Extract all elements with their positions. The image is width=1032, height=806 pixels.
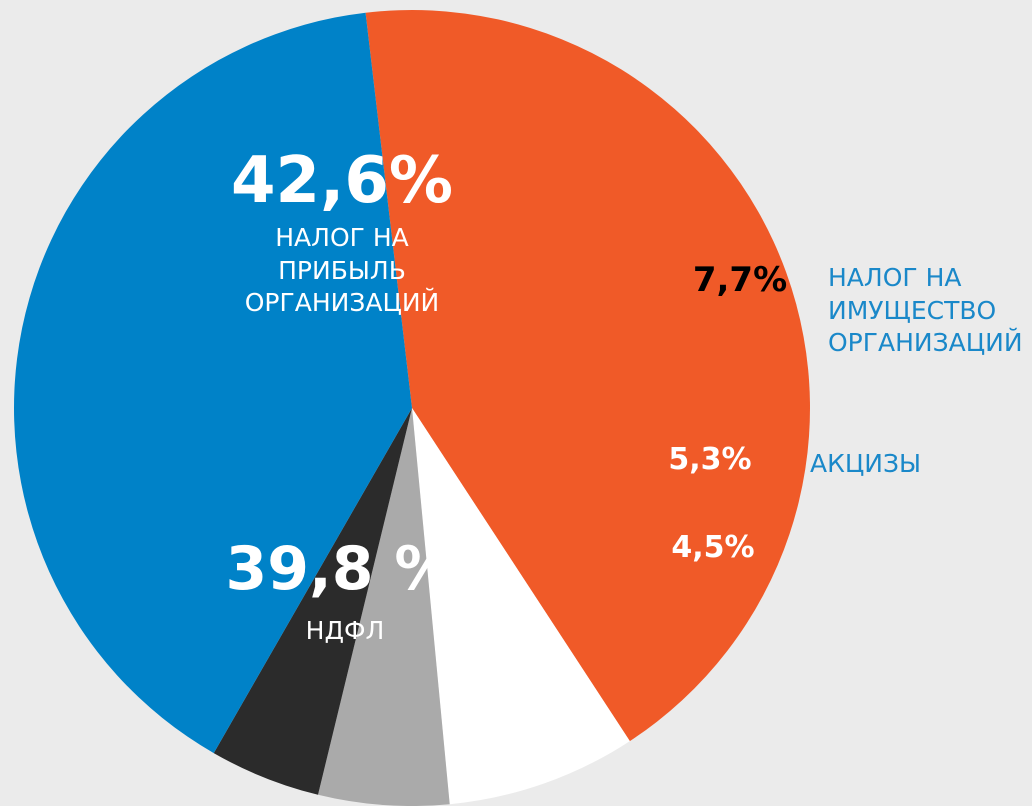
pie-slice <box>365 10 810 742</box>
pie-slice <box>318 408 450 806</box>
value-label: 39,8 % <box>225 534 455 604</box>
category-label: НДФЛ <box>305 616 385 645</box>
value-label: 4,5% <box>671 530 755 565</box>
value-label: 42,6% <box>230 144 454 218</box>
pie-slice <box>412 408 630 805</box>
category-label: НАЛОГ НА ИМУЩЕСТВО ОРГАНИЗАЦИЙ <box>828 263 1023 357</box>
category-label: НАЛОГ НА ПРИБЫЛЬ ОРГАНИЗАЦИЙ <box>244 223 440 317</box>
category-label: АКЦИЗЫ <box>810 449 922 478</box>
value-label: 7,7% <box>692 260 788 300</box>
pie-slice <box>14 12 412 754</box>
value-label: 5,3% <box>668 442 752 477</box>
pie-slice <box>213 408 412 795</box>
